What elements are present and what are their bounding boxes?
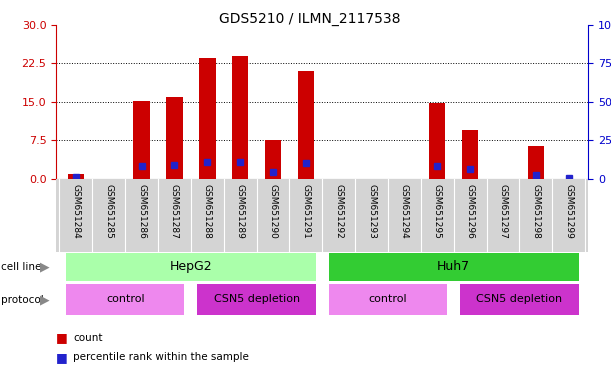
Bar xyxy=(166,97,183,179)
Text: count: count xyxy=(73,333,103,343)
Text: CSN5 depletion: CSN5 depletion xyxy=(213,294,299,304)
Text: Huh7: Huh7 xyxy=(437,260,470,273)
Text: GSM651287: GSM651287 xyxy=(170,184,179,239)
Bar xyxy=(68,174,84,179)
Text: GSM651286: GSM651286 xyxy=(137,184,146,239)
Text: GSM651299: GSM651299 xyxy=(564,184,573,239)
Text: GSM651291: GSM651291 xyxy=(301,184,310,239)
Bar xyxy=(197,284,316,315)
Bar xyxy=(462,130,478,179)
Bar xyxy=(232,56,249,179)
Text: protocol: protocol xyxy=(1,295,43,305)
Bar xyxy=(460,284,579,315)
Text: GSM651284: GSM651284 xyxy=(71,184,81,239)
Text: ■: ■ xyxy=(56,331,68,344)
Text: ▶: ▶ xyxy=(40,260,49,273)
Text: GSM651293: GSM651293 xyxy=(367,184,376,239)
Text: GSM651295: GSM651295 xyxy=(433,184,442,239)
Text: HepG2: HepG2 xyxy=(170,260,212,273)
Text: CSN5 depletion: CSN5 depletion xyxy=(477,294,563,304)
Text: ▶: ▶ xyxy=(40,293,49,306)
Bar xyxy=(133,101,150,179)
Text: GSM651294: GSM651294 xyxy=(400,184,409,239)
Text: GSM651298: GSM651298 xyxy=(532,184,540,239)
Text: control: control xyxy=(368,294,408,304)
Bar xyxy=(66,284,185,315)
Text: GSM651296: GSM651296 xyxy=(466,184,475,239)
Text: ■: ■ xyxy=(56,351,68,364)
Bar xyxy=(329,284,447,315)
Text: GSM651285: GSM651285 xyxy=(104,184,113,239)
Bar xyxy=(429,103,445,179)
Text: GSM651297: GSM651297 xyxy=(499,184,508,239)
Bar xyxy=(66,253,316,281)
Bar xyxy=(329,253,579,281)
Bar xyxy=(528,146,544,179)
Text: control: control xyxy=(106,294,145,304)
Text: GSM651289: GSM651289 xyxy=(236,184,244,239)
Text: GDS5210 / ILMN_2117538: GDS5210 / ILMN_2117538 xyxy=(219,12,401,25)
Text: GSM651290: GSM651290 xyxy=(268,184,277,239)
Bar xyxy=(199,58,216,179)
Bar xyxy=(298,71,314,179)
Text: GSM651288: GSM651288 xyxy=(203,184,212,239)
Bar xyxy=(265,140,281,179)
Text: percentile rank within the sample: percentile rank within the sample xyxy=(73,352,249,362)
Text: GSM651292: GSM651292 xyxy=(334,184,343,239)
Text: cell line: cell line xyxy=(1,262,41,272)
